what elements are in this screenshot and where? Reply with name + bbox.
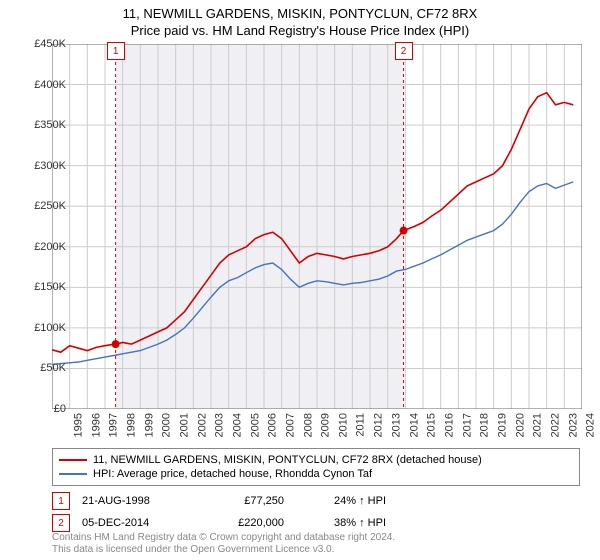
event-marker-icon: 2 — [52, 514, 70, 532]
chart-event-marker: 2 — [395, 42, 413, 60]
event-pct: 24% ↑ HPI — [296, 495, 386, 507]
footer-attribution: Contains HM Land Registry data © Crown c… — [52, 532, 395, 556]
xaxis-tick-label: 2010 — [337, 413, 349, 437]
chart-plot-area — [52, 44, 582, 409]
legend-swatch — [59, 473, 87, 475]
event-price: £220,000 — [204, 517, 284, 529]
xaxis-tick-label: 2022 — [549, 413, 561, 437]
footer-line: This data is licensed under the Open Gov… — [52, 544, 395, 556]
chart-title-sub: Price paid vs. HM Land Registry's House … — [0, 21, 600, 38]
yaxis-tick-label: £400K — [34, 79, 66, 91]
event-marker-icon: 1 — [52, 492, 70, 510]
event-rows: 1 21-AUG-1998 £77,250 24% ↑ HPI 2 05-DEC… — [52, 490, 580, 534]
xaxis-tick-label: 2008 — [302, 413, 314, 437]
xaxis-tick-label: 2023 — [567, 413, 579, 437]
yaxis-tick-label: £50K — [40, 362, 66, 374]
legend-box: 11, NEWMILL GARDENS, MISKIN, PONTYCLUN, … — [52, 448, 580, 486]
event-pct: 38% ↑ HPI — [296, 517, 386, 529]
yaxis-tick-label: £150K — [34, 281, 66, 293]
xaxis-tick-label: 2019 — [496, 413, 508, 437]
xaxis-tick-label: 2017 — [461, 413, 473, 437]
yaxis-tick-label: £0 — [54, 403, 66, 415]
xaxis-tick-label: 1995 — [72, 413, 84, 437]
chart-svg — [52, 44, 582, 409]
xaxis-tick-label: 2007 — [284, 413, 296, 437]
xaxis-tick-label: 1997 — [108, 413, 120, 437]
legend-label: HPI: Average price, detached house, Rhon… — [93, 468, 372, 480]
yaxis-tick-label: £200K — [34, 241, 66, 253]
xaxis-tick-label: 2016 — [443, 413, 455, 437]
xaxis-tick-label: 2012 — [373, 413, 385, 437]
xaxis-tick-label: 2004 — [231, 413, 243, 437]
xaxis-tick-label: 2021 — [532, 413, 544, 437]
yaxis-tick-label: £450K — [34, 38, 66, 50]
yaxis-tick-label: £300K — [34, 160, 66, 172]
xaxis-tick-label: 2015 — [426, 413, 438, 437]
event-row: 1 21-AUG-1998 £77,250 24% ↑ HPI — [52, 490, 580, 512]
xaxis-tick-label: 2003 — [214, 413, 226, 437]
legend-row: 11, NEWMILL GARDENS, MISKIN, PONTYCLUN, … — [59, 453, 573, 467]
event-price: £77,250 — [204, 495, 284, 507]
xaxis-tick-label: 2024 — [585, 413, 597, 437]
legend-row: HPI: Average price, detached house, Rhon… — [59, 467, 573, 481]
event-row: 2 05-DEC-2014 £220,000 38% ↑ HPI — [52, 512, 580, 534]
event-date: 05-DEC-2014 — [82, 517, 192, 529]
xaxis-tick-label: 2006 — [267, 413, 279, 437]
xaxis-tick-label: 2002 — [196, 413, 208, 437]
xaxis-tick-label: 2009 — [320, 413, 332, 437]
xaxis-tick-label: 2018 — [479, 413, 491, 437]
xaxis-tick-label: 1996 — [90, 413, 102, 437]
event-date: 21-AUG-1998 — [82, 495, 192, 507]
chart-title-main: 11, NEWMILL GARDENS, MISKIN, PONTYCLUN, … — [0, 0, 600, 21]
legend-label: 11, NEWMILL GARDENS, MISKIN, PONTYCLUN, … — [93, 454, 482, 466]
xaxis-tick-label: 2013 — [390, 413, 402, 437]
xaxis-tick-label: 2014 — [408, 413, 420, 437]
xaxis-tick-label: 2020 — [514, 413, 526, 437]
yaxis-tick-label: £250K — [34, 200, 66, 212]
xaxis-tick-label: 2005 — [249, 413, 261, 437]
chart-event-marker: 1 — [107, 42, 125, 60]
yaxis-tick-label: £100K — [34, 322, 66, 334]
footer-line: Contains HM Land Registry data © Crown c… — [52, 532, 395, 544]
xaxis-tick-label: 1999 — [143, 413, 155, 437]
xaxis-tick-label: 2011 — [354, 413, 366, 437]
legend-swatch — [59, 459, 87, 461]
yaxis-tick-label: £350K — [34, 119, 66, 131]
xaxis-tick-label: 1998 — [125, 413, 137, 437]
xaxis-tick-label: 2001 — [178, 413, 190, 437]
xaxis-tick-label: 2000 — [161, 413, 173, 437]
